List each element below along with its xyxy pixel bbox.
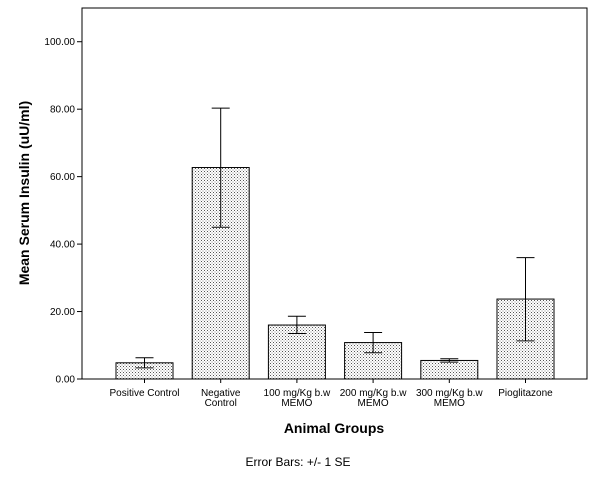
bar xyxy=(420,359,479,380)
y-tick-label: 100.00 xyxy=(44,37,75,48)
x-axis-title: Animal Groups xyxy=(284,420,385,436)
x-tick-label: 200 mg/Kg b.w MEMO xyxy=(340,388,407,409)
x-tick-label: 100 mg/Kg b.w MEMO xyxy=(264,388,331,409)
y-tick-label: 40.00 xyxy=(50,240,75,251)
x-tick-label: 300 mg/Kg b.w MEMO xyxy=(416,388,483,409)
y-axis-title: Mean Serum Insulin (uU/ml) xyxy=(16,101,32,285)
plot-frame xyxy=(81,7,588,380)
x-tick-label: Positive Control xyxy=(109,388,179,399)
y-tick-label: 80.00 xyxy=(50,105,75,116)
y-tick-label: 0.00 xyxy=(56,375,76,386)
y-tick-label: 20.00 xyxy=(50,307,75,318)
bar xyxy=(267,324,326,380)
y-tick-label: 60.00 xyxy=(50,172,75,183)
x-tick-label: Negative Control xyxy=(201,388,241,409)
error-bars-footnote: Error Bars: +/- 1 SE xyxy=(245,455,350,469)
x-tick-label: Pioglitazone xyxy=(498,388,553,399)
